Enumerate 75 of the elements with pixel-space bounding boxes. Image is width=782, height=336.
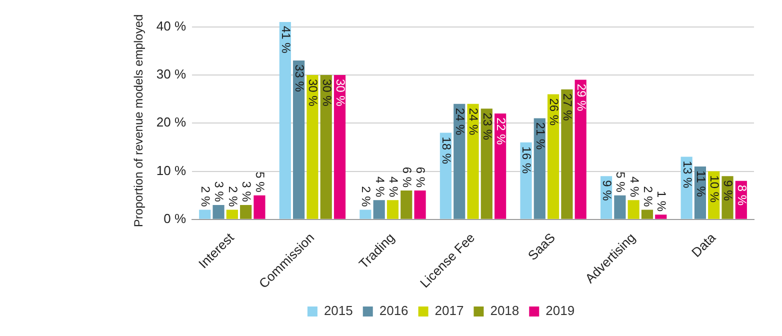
data-label: 41 % [278, 26, 293, 54]
data-label: 27 % [560, 93, 575, 122]
bar [480, 108, 492, 219]
data-label: 4 % [372, 176, 387, 198]
y-tick-label: 0 % [164, 210, 186, 226]
bar [226, 210, 238, 219]
data-label: 18 % [439, 136, 454, 164]
bar [454, 104, 466, 219]
bar [655, 214, 667, 219]
data-label: 33 % [292, 64, 306, 92]
legend-label: 2017 [434, 303, 464, 318]
bar [254, 195, 266, 219]
data-label: 10 % [708, 175, 722, 203]
bar [373, 200, 385, 219]
data-label: 21 % [533, 122, 548, 150]
bar [534, 118, 546, 219]
data-label: 24 % [466, 108, 481, 136]
bar [306, 74, 318, 219]
bar [467, 104, 479, 219]
data-label: 23 % [480, 112, 494, 140]
bar [561, 89, 573, 219]
data-label: 2 % [198, 186, 213, 208]
y-tick-label: 40 % [156, 18, 186, 34]
y-tick-label: 30 % [156, 66, 186, 82]
bar [547, 94, 560, 219]
data-label: 30 % [320, 78, 334, 107]
y-tick-label: 20 % [156, 114, 186, 130]
data-label: 1 % [654, 190, 669, 212]
data-label: 16 % [520, 146, 534, 174]
data-label: 6 % [400, 166, 414, 188]
bar [293, 60, 305, 219]
data-label: 4 % [627, 176, 642, 198]
bar [574, 80, 586, 219]
legend-label: 2018 [490, 303, 520, 318]
data-label: 9 % [721, 180, 736, 202]
bar [641, 210, 654, 219]
data-label: 3 % [212, 181, 226, 202]
bar [334, 74, 346, 219]
x-tick-label: Data [688, 229, 720, 260]
data-label: 22 % [494, 117, 508, 146]
bar [279, 22, 291, 219]
data-label: 13 % [680, 160, 694, 188]
bar [414, 190, 426, 219]
bar [494, 113, 506, 219]
data-label: 8 % [734, 184, 749, 206]
data-label: 2 % [226, 186, 240, 208]
legend-label: 2019 [546, 303, 575, 318]
bar [199, 210, 211, 219]
bar [520, 142, 532, 219]
bar [628, 200, 640, 219]
bar [240, 204, 252, 219]
data-label: 6 % [414, 166, 428, 188]
data-label: 11 % [694, 170, 708, 198]
legend-label: 2015 [324, 303, 353, 318]
data-label: 4 % [386, 176, 400, 198]
data-label: 5 % [614, 172, 628, 193]
bar [320, 74, 332, 219]
data-label: 26 % [546, 98, 561, 126]
bar [360, 210, 372, 219]
data-label: 30 % [306, 78, 320, 107]
data-label: 9 % [600, 180, 614, 202]
legend-label: 2016 [379, 303, 408, 318]
y-tick-label: 10 % [156, 162, 186, 178]
bar [212, 204, 224, 219]
bar [386, 200, 399, 219]
data-label: 24 % [453, 108, 468, 136]
y-axis-title: Proportion of revenue models employed [132, 14, 146, 228]
data-label: 2 % [640, 186, 655, 208]
data-label: 5 % [253, 172, 268, 193]
data-label: 30 % [333, 78, 348, 107]
bar [400, 190, 412, 219]
data-label: 2 % [359, 186, 374, 208]
bar [614, 195, 626, 219]
data-label: 29 % [574, 84, 588, 112]
data-label: 3 % [240, 181, 254, 202]
